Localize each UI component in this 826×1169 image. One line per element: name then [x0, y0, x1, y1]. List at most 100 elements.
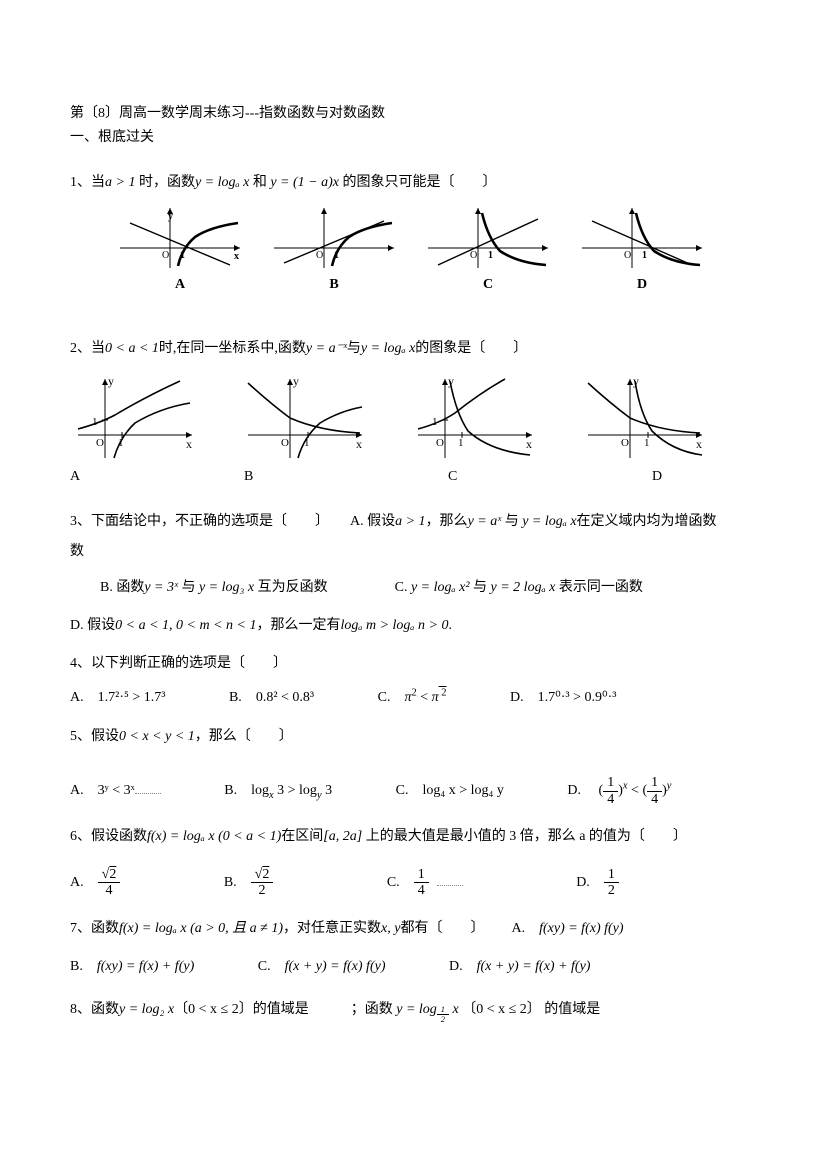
svg-text:O: O [624, 250, 631, 261]
q3-tail2: 数 [70, 542, 756, 562]
q1-graph-d: O 1 D [572, 203, 712, 295]
q1-mid2: 和 [249, 175, 270, 190]
q5-tail: ，那么〔 〕 [195, 729, 293, 744]
q8-dom2: 〔0 < x ≤ 2〕 [462, 1002, 541, 1017]
question-7: 7、函数f(x) = logₐ x (a > 0, 且 a ≠ 1)，对任意正实… [70, 915, 756, 943]
q6-c-pre: C. [387, 875, 414, 890]
page-title: 第〔8〕周高一数学周末练习---指数函数与对数函数 [70, 104, 756, 124]
q2-graph-c: O 1 1 y x [410, 373, 540, 463]
q3-l1-tail: 在定义域内均为增函数 [577, 514, 717, 529]
q3-l1-f2: y = logₐ x [522, 514, 576, 529]
q6-int: [a, 2a] [323, 829, 362, 844]
q7-f: f(x) = logₐ x (a > 0, 且 a ≠ 1) [119, 921, 283, 936]
svg-text:O: O [281, 437, 289, 449]
q3-l1-and: 与 [501, 514, 522, 529]
q8-pre: 8、函数 [70, 1002, 119, 1017]
q4-a-pre: A. [70, 690, 98, 705]
q3-d-pre: D. 假设 [70, 618, 115, 633]
q3-l1-f1: y = aˣ [468, 514, 502, 529]
q6-a-pre: A. [70, 875, 98, 890]
q1-text: 1、当 [70, 175, 105, 190]
q7-c: f(x + y) = f(x) f(y) [285, 959, 386, 974]
q3-bc-row: B. 函数y = 3ˣ 与 y = log₃ x 互为反函数 C. y = lo… [100, 574, 756, 602]
svg-text:1: 1 [644, 437, 650, 449]
q3-d-expr: logₐ m > logₐ n > 0 [340, 618, 448, 633]
q1-graph-c: O 1 C [418, 203, 558, 295]
q7-a: f(xy) = f(x) f(y) [539, 921, 623, 936]
q8-mid1: 的值域是 ；函数 [253, 1002, 397, 1017]
q2-cond: 0 < a < 1 [105, 341, 159, 356]
q7-b-pre: B. [70, 959, 97, 974]
q5-options: A. 3ʸ < 3ˣ B. logx 3 > logy 3 C. log₄ x … [70, 775, 756, 807]
q6-tail: 上的最大值是最小值的 3 倍，那么 a 的值为〔 〕 [362, 829, 687, 844]
q4-a: 1.7²·⁵ > 1.7³ [98, 690, 166, 705]
q8-dom1: 〔0 < x ≤ 2〕 [174, 1002, 253, 1017]
q1-tail: 的图象只可能是〔 〕 [339, 175, 497, 190]
q6-options: A. √24 B. √22 C. 14 D. 12 [70, 867, 756, 899]
q6-f: f(x) = logₐ x (0 < a < 1) [147, 829, 281, 844]
svg-text:1: 1 [458, 437, 464, 449]
svg-text:1: 1 [642, 250, 647, 261]
svg-text:O: O [96, 437, 104, 449]
q3-c-mid: 与 [470, 580, 491, 595]
q1-f1: y = logₐ x [195, 175, 249, 190]
q2-graph-d: O 1 y x [580, 373, 710, 463]
svg-text:y: y [293, 374, 299, 388]
q4-b-pre: B. [229, 690, 256, 705]
q6-pre: 6、假设函数 [70, 829, 147, 844]
q2-graphs: O 1 1 y x O 1 y x [70, 373, 756, 463]
q5-b-pre: B. [224, 783, 251, 798]
q3-d-cond: 0 < a < 1, 0 < m < n < 1 [115, 618, 256, 633]
q5-pre: 5、假设 [70, 729, 119, 744]
svg-text:x: x [696, 437, 702, 451]
q8-f1: y = log₂ x [119, 1002, 174, 1017]
q1-label-b: B [264, 275, 404, 295]
q7-a-pre: A. [511, 921, 539, 936]
q2-mid2: 与 [347, 341, 361, 356]
q1-graph-b: O 1 B [264, 203, 404, 295]
q3-d-tail: . [448, 618, 452, 633]
q5-a-pre: A. [70, 783, 98, 798]
q7-vars: x, y [381, 921, 400, 936]
q2-graph-b: O 1 y x [240, 373, 370, 463]
svg-text:x: x [186, 437, 192, 451]
q3-d-row: D. 假设0 < a < 1, 0 < m < n < 1，那么一定有logₐ … [70, 612, 756, 640]
q3-c-pre: C. [395, 580, 411, 595]
q4-d-pre: D. [510, 690, 538, 705]
svg-text:O: O [162, 250, 169, 261]
q2-f2: y = logₐ x [361, 341, 415, 356]
q4-d: 1.7⁰·³ > 0.9⁰·³ [538, 690, 617, 705]
q2-label-b: B [244, 467, 348, 487]
q3-c-f2: y = 2 logₐ x [491, 580, 556, 595]
q7-options-row2: B. f(xy) = f(x) + f(y) C. f(x + y) = f(x… [70, 957, 756, 977]
svg-text:O: O [436, 437, 444, 449]
question-8: 8、函数y = log₂ x〔0 < x ≤ 2〕的值域是 ；函数 y = lo… [70, 996, 756, 1025]
q5-a: 3ʸ < 3ˣ [98, 783, 135, 798]
q5-c: log₄ x > log₄ y [422, 783, 503, 798]
section-heading: 一、根底过关 [70, 128, 756, 148]
q4-options: A. 1.7²·⁵ > 1.7³ B. 0.8² < 0.8³ C. π2 < … [70, 686, 756, 707]
question-5: 5、假设0 < x < y < 1，那么〔 〕 [70, 723, 756, 751]
q2-mid1: 时,在同一坐标系中,函数 [159, 341, 306, 356]
question-2: 2、当0 < a < 1时,在同一坐标系中,函数y = a⁻ˣ与y = logₐ… [70, 335, 756, 363]
q1-label-a: A [110, 275, 250, 295]
q4-c-pre: C. [378, 690, 405, 705]
q2-labels: A B C D [70, 467, 756, 487]
question-6: 6、假设函数f(x) = logₐ x (0 < a < 1)在区间[a, 2a… [70, 823, 756, 851]
svg-text:y: y [168, 211, 173, 222]
svg-text:1: 1 [92, 416, 98, 428]
q2-pre: 2、当 [70, 341, 105, 356]
question-3: 3、下面结论中，不正确的选项是〔 〕 A. 假设a > 1，那么y = aˣ 与… [70, 508, 756, 536]
q7-b: f(xy) = f(x) + f(y) [97, 959, 194, 974]
q7-pre: 7、函数 [70, 921, 119, 936]
q7-c-pre: C. [258, 959, 285, 974]
q3-d-mid: ，那么一定有 [256, 618, 340, 633]
q3-l1-cond: a > 1 [395, 514, 425, 529]
q6-d-pre: D. [576, 875, 604, 890]
q5-c-pre: C. [396, 783, 423, 798]
q3-b-pre: B. 函数 [100, 580, 144, 595]
q1-label-d: D [572, 275, 712, 295]
q4-b: 0.8² < 0.8³ [256, 690, 314, 705]
q6-mid: 在区间 [281, 829, 323, 844]
q5-d-pre: D. [567, 783, 595, 798]
